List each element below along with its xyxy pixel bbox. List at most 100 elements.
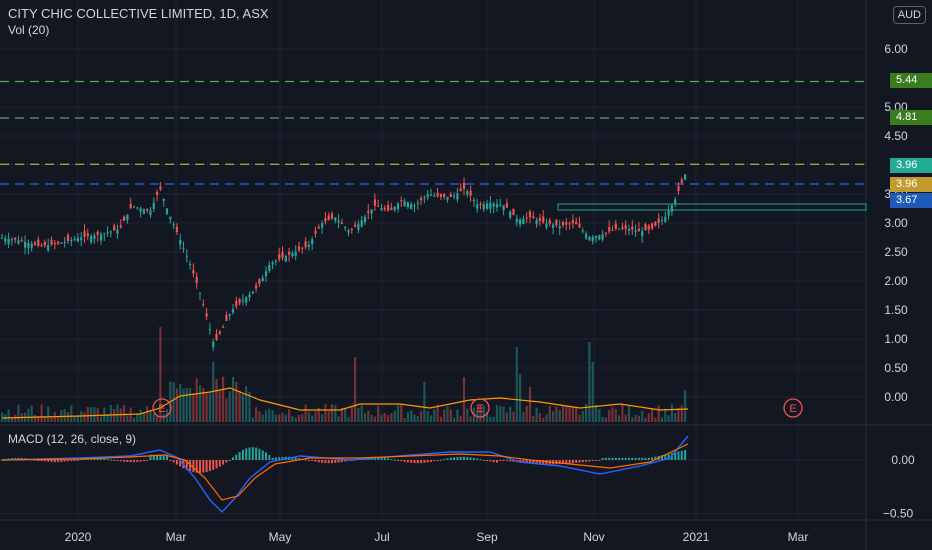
candle-body (416, 203, 419, 205)
candle-body (17, 240, 20, 244)
earnings-marker-label: E (476, 403, 483, 415)
macd-histogram-bar (175, 460, 178, 465)
volume-bar (334, 405, 337, 422)
macd-histogram-bar (598, 460, 601, 461)
price-badge-3-67: 3.67 (890, 193, 932, 208)
macd-histogram-bar (113, 460, 116, 461)
macd-histogram-bar (459, 456, 462, 460)
candle-body (472, 200, 475, 202)
macd-histogram-bar (680, 450, 683, 460)
macd-histogram-bar (634, 457, 637, 460)
candle-body (466, 191, 469, 195)
candle-body (370, 209, 373, 214)
volume-bar (245, 386, 248, 422)
macd-histogram-bar (538, 460, 541, 465)
macd-histogram-bar (307, 460, 310, 461)
volume-indicator-label[interactable]: Vol (20) (8, 23, 50, 37)
volume-bar (248, 391, 251, 422)
volume-bar (179, 383, 182, 422)
candle-body (519, 219, 522, 225)
volume-bar (119, 408, 122, 422)
volume-bar (674, 412, 677, 422)
candle-body (248, 294, 251, 298)
macd-histogram-bar (644, 457, 647, 460)
volume-bar (528, 387, 532, 422)
macd-indicator-label[interactable]: MACD (12, 26, close, 9) (8, 432, 137, 446)
macd-histogram-bar (611, 457, 614, 460)
volume-bar (670, 404, 673, 422)
macd-histogram-bar (159, 454, 162, 460)
candle-body (317, 226, 320, 229)
candle-body (631, 226, 634, 230)
volume-bar (185, 387, 188, 422)
volume-bar (515, 347, 518, 422)
macd-histogram-bar (172, 460, 175, 463)
candle-body (604, 232, 607, 234)
volume-bar (604, 417, 607, 422)
macd-histogram-bar (614, 457, 617, 460)
volume-bar (667, 415, 670, 422)
volume-bar (585, 404, 588, 422)
candle-body (505, 203, 508, 208)
candle-body (390, 207, 393, 211)
volume-bar (235, 382, 238, 422)
candle-body (660, 219, 664, 221)
candle-body (654, 221, 657, 226)
volume-bar (274, 414, 277, 422)
volume-bar (307, 411, 310, 422)
time-axis-tick: 2021 (683, 530, 710, 544)
volume-bar (175, 388, 178, 422)
macd-histogram-bar (146, 460, 149, 461)
volume-bar (86, 406, 89, 422)
candle-body (383, 207, 386, 210)
candle-body (436, 192, 439, 197)
macd-histogram-bar (337, 460, 340, 463)
volume-bar (489, 417, 492, 422)
volume-bar (426, 410, 429, 422)
candle-body (152, 202, 155, 209)
macd-histogram-bar (436, 460, 439, 461)
macd-histogram-bar (255, 447, 258, 460)
candle-body (50, 239, 53, 245)
candle-body (113, 225, 116, 231)
candle-body (522, 218, 525, 224)
macd-histogram-bar (472, 457, 475, 460)
volume-bar (601, 416, 604, 422)
candle-body (377, 205, 380, 207)
macd-histogram-bar (251, 447, 254, 460)
volume-bar (222, 376, 225, 422)
macd-histogram-bar (502, 460, 505, 461)
volume-bar (644, 417, 647, 422)
candle-body (212, 341, 215, 348)
volume-bar (453, 417, 456, 422)
macd-histogram-bar (208, 460, 211, 472)
macd-histogram-bar (129, 460, 132, 463)
macd-histogram-bar (433, 460, 436, 462)
candle-body (70, 240, 73, 242)
candle-body (245, 297, 248, 303)
volume-bar (631, 417, 634, 422)
currency-badge[interactable]: AUD (892, 6, 926, 24)
candle-body (581, 230, 584, 232)
macd-histogram-group (1, 447, 687, 473)
volume-bar (383, 413, 386, 422)
candle-body (83, 230, 86, 237)
volume-bar (637, 415, 640, 422)
candle-body (459, 188, 462, 192)
candle-body (278, 254, 281, 260)
volume-bar (255, 407, 258, 422)
volume-bar (231, 377, 235, 422)
time-axis-tick: Sep (476, 530, 498, 544)
candle-body (594, 236, 598, 239)
candle-body (585, 233, 588, 239)
candle-body (149, 210, 152, 216)
candle-body (132, 206, 136, 208)
volume-bar (449, 409, 452, 422)
volume-bar (660, 417, 664, 422)
volume-bar (304, 404, 307, 422)
volume-bar (482, 405, 485, 422)
macd-histogram-bar (463, 456, 465, 460)
volume-bar (555, 406, 558, 422)
